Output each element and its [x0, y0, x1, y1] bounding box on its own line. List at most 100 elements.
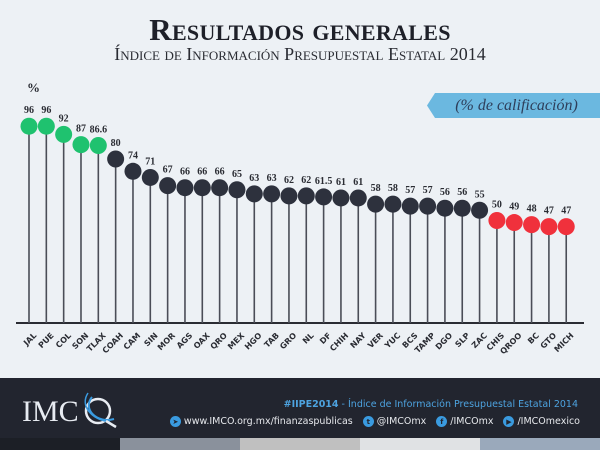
data-label: 96	[24, 105, 34, 116]
x-tick-label: SLP	[453, 331, 471, 349]
x-tick-label: CAM	[122, 331, 143, 352]
data-label: 66	[197, 167, 207, 178]
data-label: 63	[249, 173, 259, 184]
data-label: 47	[561, 206, 571, 217]
x-tick-label: COL	[54, 331, 73, 350]
imco-logo: IMC	[22, 392, 117, 429]
lollipop-point-sin	[141, 168, 159, 186]
data-label: 65	[232, 169, 242, 180]
data-label: 66	[215, 167, 225, 178]
color-stripe	[0, 438, 600, 450]
banner-shape	[427, 93, 600, 118]
twitter-icon: t	[362, 416, 374, 427]
x-tick-label: NL	[301, 331, 316, 346]
x-tick-label: OAX	[192, 330, 212, 350]
paper-plane-icon: ➤	[169, 416, 181, 427]
youtube-icon: ▶	[503, 416, 515, 427]
data-label: 86.6	[90, 124, 108, 135]
data-label: 66	[180, 167, 190, 178]
hashtag-line: #IIPE2014 - Índice de Información Presup…	[284, 399, 578, 410]
data-label: 57	[405, 185, 415, 196]
lollipop-point-ags	[176, 179, 194, 197]
x-tick-label: JAL	[21, 331, 38, 348]
stripe-segment	[480, 438, 600, 450]
page-title: Resultados generales	[149, 12, 451, 47]
lollipop-point-nl	[297, 187, 315, 205]
x-tick-label: PUE	[37, 331, 56, 350]
lollipop-point-mex	[228, 181, 246, 199]
x-tick-label: QRO	[209, 331, 229, 351]
website-link-text: www.IMCO.org.mx/finanzaspublicas	[183, 416, 353, 427]
lollipop-point-cam	[124, 162, 142, 180]
youtube-link[interactable]: ▶ /IMCOmexico	[503, 416, 580, 427]
data-label: 56	[440, 187, 450, 198]
lollipop-point-son	[72, 136, 90, 154]
lollipop-point-chis	[488, 212, 506, 229]
lollipop-point-tlax	[89, 136, 107, 154]
lollipop-point-gro	[280, 187, 298, 205]
banner-text: (% de calificación)	[455, 97, 578, 114]
lollipop-point-coah	[107, 150, 125, 168]
x-tick-label: MOR	[156, 331, 177, 352]
data-label: 67	[163, 165, 173, 176]
page-subtitle: Índice de Información Presupuestal Estat…	[114, 44, 486, 64]
lollipop-point-qro	[211, 179, 229, 197]
lollipop-point-ver	[367, 195, 385, 213]
data-label: 58	[371, 183, 381, 194]
social-links: ➤ www.IMCO.org.mx/finanzaspublicas t @IM…	[169, 416, 580, 427]
data-label: 61.5	[315, 176, 333, 187]
data-label: 58	[388, 183, 398, 194]
x-tick-label: AGS	[175, 331, 195, 351]
data-label: 87	[76, 124, 86, 135]
hashtag[interactable]: #IIPE2014	[283, 399, 339, 410]
lollipop-point-gto	[540, 218, 558, 236]
x-tick-label: MICH	[553, 331, 576, 354]
lollipop-point-tab	[263, 185, 281, 203]
data-label: 61	[336, 177, 346, 188]
x-tick-label: GRO	[278, 331, 298, 351]
data-label: 57	[423, 185, 433, 196]
twitter-link[interactable]: t @IMCOmx	[362, 416, 427, 427]
stripe-segment	[0, 438, 120, 450]
facebook-link-text: /IMCOmx	[450, 416, 494, 427]
unit-banner: (% de calificación)	[427, 93, 600, 118]
x-tick-label: YUC	[382, 331, 402, 351]
stripe-segment	[360, 438, 480, 450]
data-label: 74	[128, 150, 138, 161]
data-label: 50	[492, 200, 502, 211]
website-link[interactable]: ➤ www.IMCO.org.mx/finanzaspublicas	[169, 416, 353, 427]
x-tick-label: MEX	[226, 330, 247, 351]
x-tick-label: CHIH	[328, 331, 350, 353]
stripe-segment	[240, 438, 360, 450]
facebook-icon: f	[436, 416, 448, 427]
lollipop-point-dgo	[436, 199, 454, 217]
x-tick-label: TAB	[263, 331, 281, 349]
data-label: 61	[353, 177, 363, 188]
lollipop-point-mich	[557, 218, 575, 236]
twitter-link-text: @IMCOmx	[376, 416, 427, 427]
data-label: 48	[527, 204, 537, 215]
lollipop-point-zac	[471, 201, 489, 219]
data-label: 80	[111, 138, 121, 149]
lollipop-point-jal	[20, 117, 38, 135]
lollipop-point-bcs	[401, 197, 419, 215]
footer: IMC #IIPE2014 - Índice de Información Pr…	[0, 378, 600, 438]
data-label: 63	[267, 173, 277, 184]
lollipop-chart: 96JAL96PUE92COL87SON86.6TLAX80COAH74CAM7…	[16, 105, 584, 356]
data-label: 55	[475, 189, 485, 200]
data-label: 56	[457, 187, 467, 198]
data-label: 92	[59, 113, 69, 124]
data-label: 47	[544, 206, 554, 217]
x-tick-label: HGO	[243, 331, 264, 352]
x-tick-label: VER	[366, 331, 385, 350]
lollipop-point-pue	[37, 117, 55, 135]
data-label: 49	[509, 202, 519, 213]
data-label: 96	[41, 105, 51, 116]
x-tick-label: DGO	[434, 331, 455, 352]
lollipop-point-nay	[349, 189, 367, 207]
separator: -	[338, 399, 348, 410]
lollipop-point-chih	[332, 189, 350, 207]
facebook-link[interactable]: f /IMCOmx	[436, 416, 493, 427]
lollipop-point-oax	[193, 179, 211, 197]
stripe-segment	[120, 438, 240, 450]
